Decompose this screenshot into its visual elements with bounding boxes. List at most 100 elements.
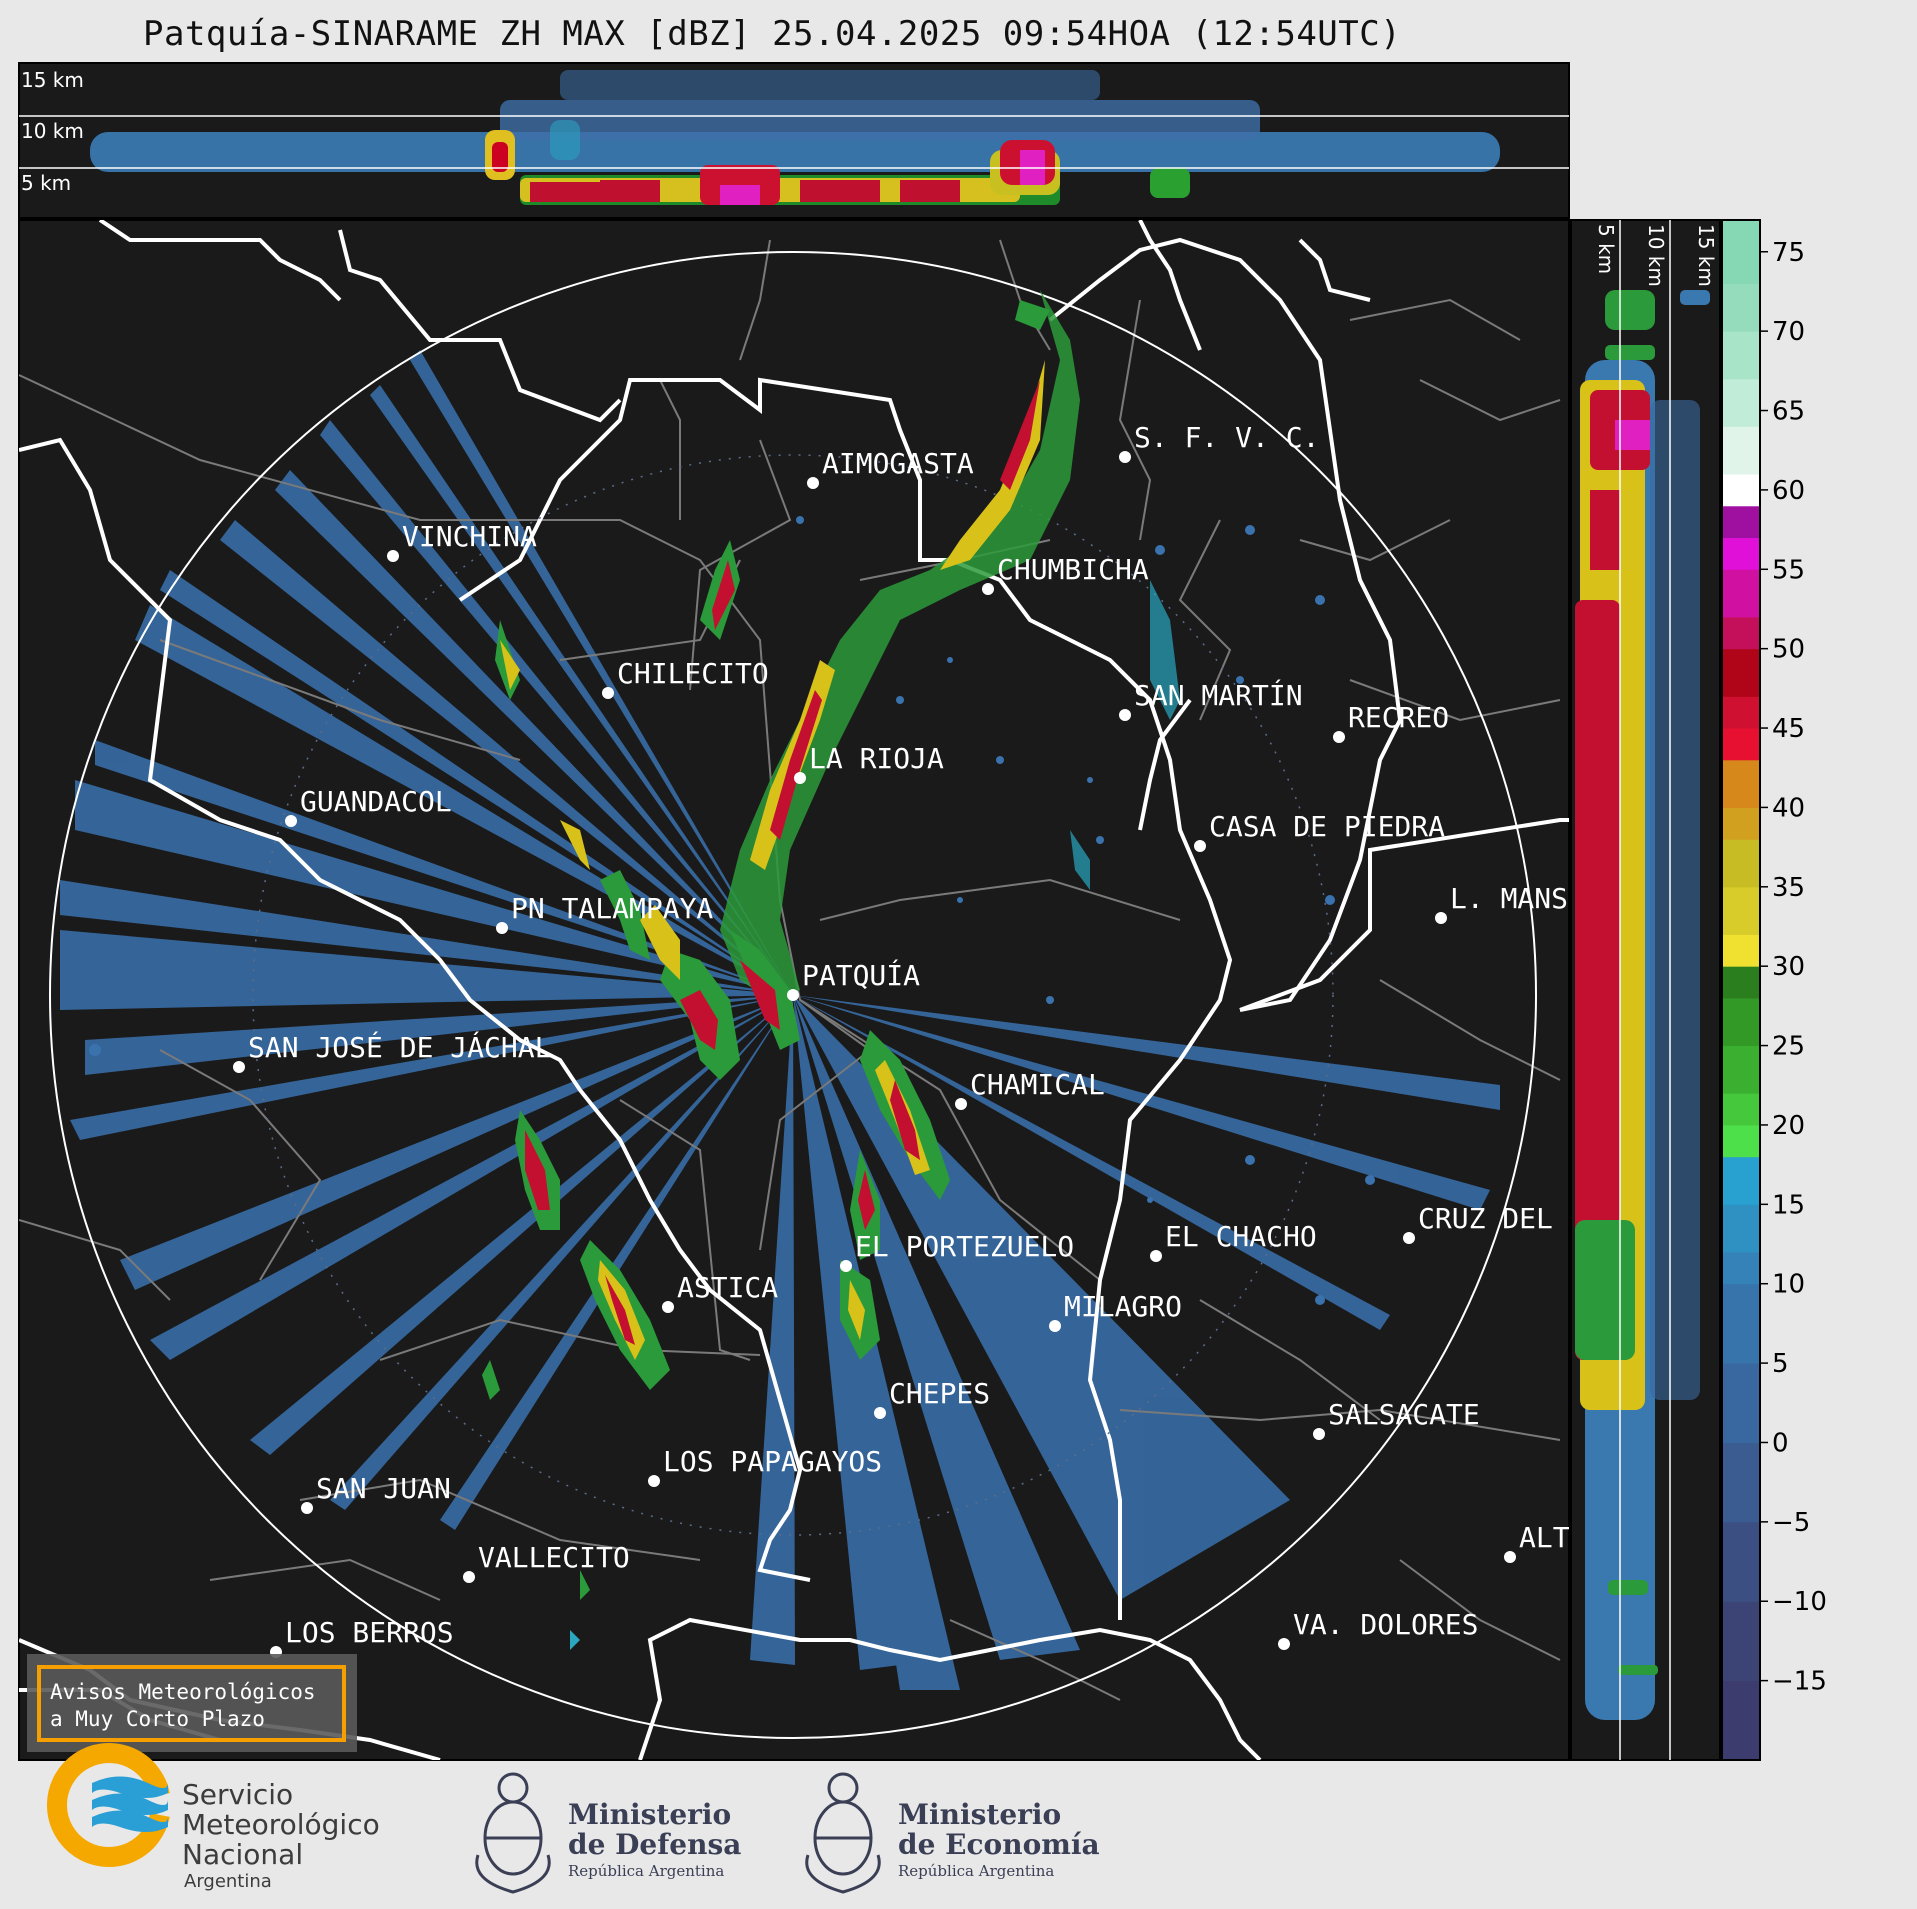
city-dot-va-dolores <box>1278 1638 1290 1650</box>
defensa-line-2: de Defensa <box>568 1828 741 1861</box>
city-label-salsacate: SALSACATE <box>1328 1398 1480 1431</box>
colorbar-band <box>1722 728 1760 761</box>
city-dot-vinchina <box>387 550 399 562</box>
colorbar-band <box>1722 1442 1760 1523</box>
city-label-chilecito: CHILECITO <box>617 657 769 690</box>
smn-line-1: Servicio <box>182 1778 293 1811</box>
colorbar-band <box>1722 966 1760 999</box>
colorbar-band <box>1722 1045 1760 1094</box>
colorbar-band <box>1722 220 1760 285</box>
warning-line-1: Avisos Meteorológicos <box>50 1680 316 1704</box>
range-rings <box>49 251 1537 1739</box>
colorbar-tick-label: 55 <box>1772 555 1805 585</box>
colorbar-tick-label: 15 <box>1772 1190 1805 1220</box>
colorbar-band <box>1722 759 1760 808</box>
colorbar-band <box>1722 331 1760 380</box>
city-dot-la-rioja <box>794 772 806 784</box>
colorbar-band <box>1722 378 1760 427</box>
colorbar-band <box>1722 997 1760 1047</box>
city-label-la-rioja: LA RIOJA <box>809 742 944 775</box>
side-alt-label-15: 15 km <box>1694 224 1718 287</box>
smn-sun-icon <box>46 1743 170 1867</box>
city-label-va-dolores: VA. DOLORES <box>1293 1608 1478 1641</box>
city-label-san-juan: SAN JUAN <box>316 1472 451 1505</box>
city-label-vallecito: VALLECITO <box>478 1541 630 1574</box>
smn-line-2: Meteorológico <box>182 1808 380 1841</box>
colorbar-tick-label: 5 <box>1772 1349 1789 1379</box>
colorbar-tick-label: 0 <box>1772 1428 1789 1458</box>
city-dot-chamical <box>955 1098 967 1110</box>
colorbar-band <box>1722 616 1760 650</box>
colorbar-band <box>1722 696 1760 729</box>
defensa-line-1: Ministerio <box>568 1798 731 1831</box>
colorbar-tick-label: 50 <box>1772 635 1805 665</box>
colorbar-band <box>1722 886 1760 935</box>
city-label-los-papagayos: LOS PAPAGAYOS <box>663 1445 882 1478</box>
city-label-el-chacho: EL CHACHO <box>1165 1220 1317 1253</box>
city-dot-l-mans <box>1435 912 1447 924</box>
colorbar-band <box>1722 1204 1760 1253</box>
colorbar-band <box>1722 648 1760 697</box>
warning-line-2: a Muy Corto Plazo <box>50 1707 265 1731</box>
defensa-logo: Ministerio de Defensa República Argentin… <box>475 1772 741 1894</box>
echo-band-southwest <box>482 300 1180 1650</box>
top-alt-label-10: 10 km <box>21 119 84 143</box>
economia-logo: Ministerio de Economía República Argenti… <box>805 1772 1100 1894</box>
colorbar-band <box>1722 1156 1760 1205</box>
city-dot-vallecito <box>463 1571 475 1583</box>
city-dot-chepes <box>874 1407 886 1419</box>
city-label-chepes: CHEPES <box>889 1377 990 1410</box>
colorbar-tick-label: 75 <box>1772 238 1805 268</box>
city-dot-aimogasta <box>807 477 819 489</box>
city-label-casa-de-piedra: CASA DE PIEDRA <box>1209 810 1445 843</box>
city-dot-guandacol <box>285 815 297 827</box>
city-label-sfvc: S. F. V. C. <box>1134 421 1319 454</box>
colorbar-tick-label: 25 <box>1772 1032 1805 1062</box>
city-label-pn-talampaya: PN TALAMPAYA <box>511 892 713 925</box>
colorbar-tick-label: 70 <box>1772 317 1805 347</box>
city-label-patquia: PATQUÍA <box>802 958 920 992</box>
colorbar-band <box>1722 569 1760 618</box>
colorbar-band <box>1722 1521 1760 1602</box>
city-label-vinchina: VINCHINA <box>402 520 537 553</box>
city-label-aimogasta: AIMOGASTA <box>822 447 974 480</box>
side-alt-label-5: 5 km <box>1594 224 1618 274</box>
city-dot-astica <box>662 1301 674 1313</box>
top-alt-label-5: 5 km <box>21 171 71 195</box>
coat-of-arms-icon <box>475 1772 551 1894</box>
city-dot-san-martin <box>1119 709 1131 721</box>
colorbar-band <box>1722 807 1760 840</box>
colorbar-band <box>1722 1093 1760 1126</box>
side-alt-label-10: 10 km <box>1644 224 1668 287</box>
city-dot-el-chacho <box>1150 1250 1162 1262</box>
city-label-astica: ASTICA <box>677 1271 778 1304</box>
city-dot-milagro <box>1049 1320 1061 1332</box>
colorbar-tick-label: 20 <box>1772 1111 1805 1141</box>
colorbar-band <box>1722 283 1760 332</box>
city-dot-alt <box>1504 1551 1516 1563</box>
city-label-chamical: CHAMICAL <box>970 1068 1105 1101</box>
colorbar-tick-label: 30 <box>1772 952 1805 982</box>
page-title: Patquía-SINARAME ZH MAX [dBZ] 25.04.2025… <box>143 14 1402 54</box>
defensa-line-3: República Argentina <box>568 1862 724 1880</box>
economia-line-2: de Economía <box>898 1828 1100 1861</box>
city-label-san-martin: SAN MARTÍN <box>1134 678 1303 712</box>
economia-line-1: Ministerio <box>898 1798 1061 1831</box>
radar-clutter <box>89 516 1375 1305</box>
colorbar-band <box>1722 1363 1760 1443</box>
city-dot-chumbicha <box>982 583 994 595</box>
colorbar-band <box>1722 1601 1760 1682</box>
colorbar-band <box>1722 1124 1760 1158</box>
economia-line-3: República Argentina <box>898 1862 1054 1880</box>
colorbar-band <box>1722 474 1760 507</box>
side-altitude-panel: 5 km 10 km 15 km <box>1570 219 1721 1761</box>
colorbar-tick-label: 35 <box>1772 873 1805 903</box>
colorbar-band <box>1722 426 1760 475</box>
smn-line-3: Nacional <box>182 1838 303 1871</box>
echo-band-north <box>720 290 1080 1000</box>
city-dot-chilecito <box>602 687 614 699</box>
smn-logo: Servicio Meteorológico Nacional Argentin… <box>46 1743 380 1892</box>
